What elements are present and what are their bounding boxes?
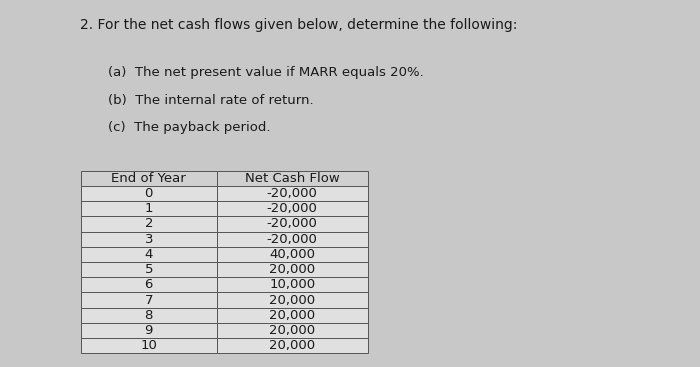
Text: 5: 5	[144, 263, 153, 276]
Text: 20,000: 20,000	[270, 263, 315, 276]
Bar	[217, 292, 368, 308]
Text: 20,000: 20,000	[270, 294, 315, 306]
Text: (a)  The net present value if MARR equals 20%.: (a) The net present value if MARR equals…	[108, 66, 424, 79]
Bar	[217, 308, 368, 323]
Bar	[80, 186, 217, 201]
Text: 1: 1	[144, 202, 153, 215]
Bar	[80, 232, 217, 247]
Bar	[217, 186, 368, 201]
Text: 20,000: 20,000	[270, 324, 315, 337]
Bar	[217, 338, 368, 353]
Text: 3: 3	[144, 233, 153, 246]
Bar	[217, 216, 368, 232]
Bar	[217, 232, 368, 247]
Bar	[80, 308, 217, 323]
Bar	[80, 323, 217, 338]
Text: 10: 10	[140, 339, 158, 352]
Bar	[217, 323, 368, 338]
Text: 6: 6	[145, 279, 153, 291]
Bar	[80, 292, 217, 308]
Text: Net Cash Flow: Net Cash Flow	[245, 172, 340, 185]
Text: -20,000: -20,000	[267, 218, 318, 230]
Bar	[217, 171, 368, 186]
Text: 8: 8	[145, 309, 153, 322]
Bar	[217, 262, 368, 277]
Text: (c)  The payback period.: (c) The payback period.	[108, 121, 271, 134]
Text: -20,000: -20,000	[267, 233, 318, 246]
Text: 9: 9	[145, 324, 153, 337]
Bar	[80, 171, 217, 186]
Text: -20,000: -20,000	[267, 202, 318, 215]
Text: (b)  The internal rate of return.: (b) The internal rate of return.	[108, 94, 314, 106]
Text: 7: 7	[144, 294, 153, 306]
Text: -20,000: -20,000	[267, 187, 318, 200]
Text: 2: 2	[144, 218, 153, 230]
Text: 20,000: 20,000	[270, 309, 315, 322]
Bar	[80, 262, 217, 277]
Bar	[217, 247, 368, 262]
Bar	[80, 277, 217, 292]
Bar	[217, 277, 368, 292]
Text: 40,000: 40,000	[270, 248, 315, 261]
Text: 10,000: 10,000	[270, 279, 315, 291]
Text: End of Year: End of Year	[111, 172, 186, 185]
Text: 2. For the net cash flows given below, determine the following:: 2. For the net cash flows given below, d…	[80, 18, 518, 32]
Text: 20,000: 20,000	[270, 339, 315, 352]
Bar	[80, 338, 217, 353]
Bar	[80, 216, 217, 232]
Text: 4: 4	[145, 248, 153, 261]
Bar	[217, 201, 368, 216]
Bar	[80, 247, 217, 262]
Bar	[80, 201, 217, 216]
Text: 0: 0	[145, 187, 153, 200]
